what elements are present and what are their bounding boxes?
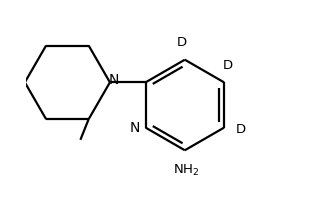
Text: N: N (129, 121, 139, 135)
Text: N: N (109, 73, 119, 87)
Text: NH$_2$: NH$_2$ (173, 163, 199, 178)
Text: D: D (223, 59, 233, 72)
Text: D: D (236, 123, 246, 136)
Text: D: D (177, 36, 187, 49)
